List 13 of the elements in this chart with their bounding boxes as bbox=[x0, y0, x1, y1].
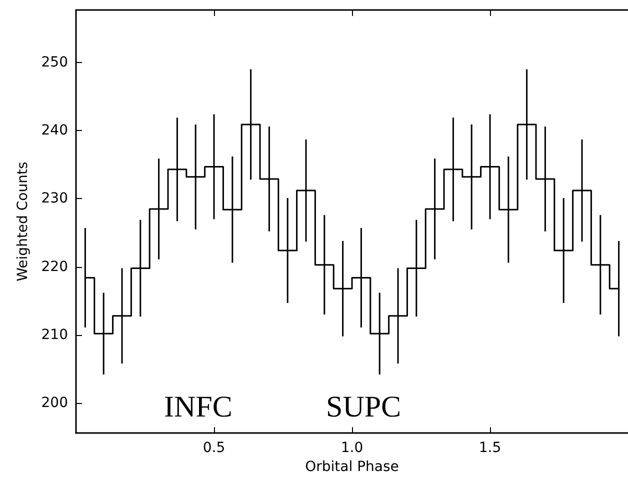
x-axis-title: Orbital Phase bbox=[305, 459, 399, 475]
y-tick-label: 220 bbox=[41, 258, 68, 275]
y-tick-label: 240 bbox=[41, 122, 68, 139]
x-tick-label: 1.5 bbox=[478, 440, 502, 456]
y-tick-label: 250 bbox=[41, 54, 68, 70]
y-tick-label: 230 bbox=[41, 190, 68, 207]
x-tick-label: 1.0 bbox=[340, 440, 364, 456]
annotation: SUPC bbox=[326, 390, 402, 424]
x-tick-label: 0.5 bbox=[202, 440, 226, 456]
y-axis-title: Weighted Counts bbox=[15, 162, 31, 282]
annotation: INFC bbox=[164, 390, 232, 424]
y-tick-label: 200 bbox=[41, 395, 68, 412]
y-tick-label: 210 bbox=[41, 326, 68, 343]
